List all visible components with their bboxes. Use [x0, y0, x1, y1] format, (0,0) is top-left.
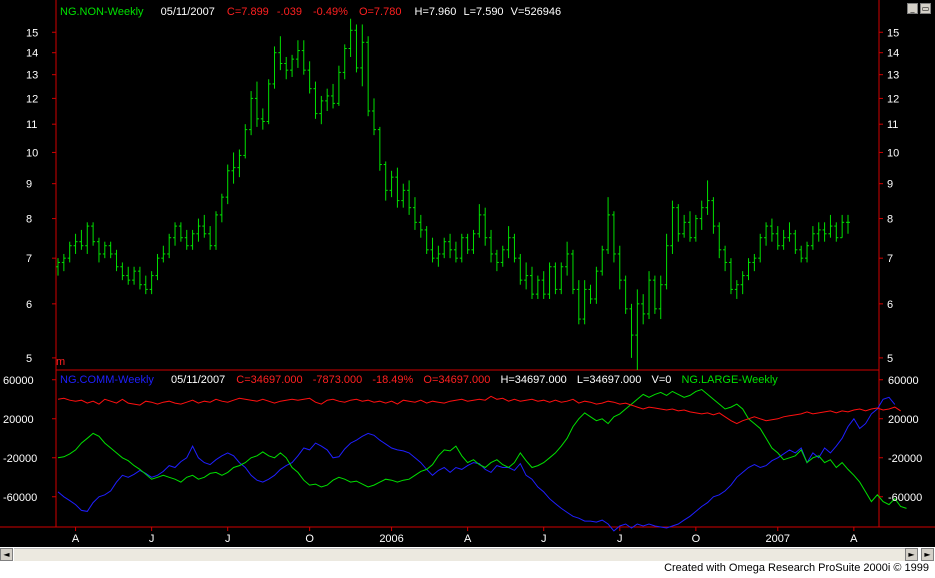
time-tick-label: A — [850, 533, 858, 545]
price-tick-label-left: 5 — [26, 353, 32, 365]
header1-change: -.039 — [277, 6, 302, 18]
series-line-ng-large-weekly — [57, 395, 901, 425]
scroll-right-button[interactable]: ► — [905, 548, 918, 561]
header1-high: H=7.960 — [415, 6, 457, 18]
indicator-lines — [57, 388, 907, 532]
header1-low: L=7.590 — [463, 6, 503, 18]
price-tick-label-left: 8 — [26, 214, 32, 226]
minimize-button[interactable]: _ — [907, 3, 918, 14]
time-tick-label: A — [72, 533, 80, 545]
header2-second-symbol: NG.LARGE-Weekly — [681, 374, 778, 386]
scroll-right-end-button[interactable]: ► — [921, 548, 934, 561]
price-tick-label-left: 13 — [26, 70, 38, 82]
scroll-left-button[interactable]: ◄ — [0, 548, 13, 561]
time-tick-label: J — [541, 533, 547, 545]
header1-close: C=7.899 — [227, 6, 269, 18]
indicator-tick-label-right: -20000 — [888, 453, 922, 465]
indicator-tick-label-left: 20000 — [3, 414, 34, 426]
time-tick-label: A — [464, 533, 472, 545]
price-tick-label-left: 15 — [26, 27, 38, 39]
price-tick-label-right: 12 — [887, 93, 899, 105]
indicator-tick-label-left: 60000 — [3, 375, 34, 387]
price-tick-label-left: 7 — [26, 253, 32, 265]
price-tick-label-left: 10 — [26, 147, 38, 159]
time-tick-label: 2007 — [766, 533, 790, 545]
price-tick-label-left: 14 — [26, 48, 38, 60]
header2-high: H=34697.000 — [500, 374, 566, 386]
header2-change-pct: -18.49% — [372, 374, 413, 386]
price-tick-label-left: 11 — [26, 119, 37, 131]
price-tick-label-right: 10 — [887, 147, 899, 159]
header2-close: C=34697.000 — [236, 374, 302, 386]
series-line-ng-comm-weekly — [57, 396, 896, 532]
header1-symbol: NG.NON-Weekly — [60, 6, 144, 18]
header1-date: 05/11/2007 — [161, 6, 215, 18]
price-tick-label-left: 6 — [26, 299, 32, 311]
time-tick-label: J — [149, 533, 155, 545]
header2-volume: V=0 — [651, 374, 671, 386]
header1-text: NG.NON-Weekly 05/11/2007 C=7.899 -.039 -… — [60, 6, 561, 18]
header2-change: -7873.000 — [313, 374, 363, 386]
header2-text: NG.COMM-Weekly 05/11/2007 C=34697.000 -7… — [60, 374, 778, 386]
price-tick-label-right: 8 — [887, 214, 893, 226]
time-tick-label: 2006 — [379, 533, 403, 545]
indicator-tick-label-right: 60000 — [888, 375, 919, 387]
price-tick-label-left: 9 — [26, 179, 32, 191]
price-tick-label-right: 14 — [887, 48, 899, 60]
header1-volume: V=526946 — [511, 6, 561, 18]
header2-open: O=34697.000 — [423, 374, 490, 386]
price-tick-label-right: 13 — [887, 70, 899, 82]
restore-button[interactable]: ▭ — [920, 3, 931, 14]
price-tick-label-right: 11 — [887, 119, 898, 131]
header2-low: L=34697.000 — [577, 374, 642, 386]
price-tick-label-left: 12 — [26, 93, 38, 105]
chart-background — [0, 0, 935, 547]
horizontal-scrollbar[interactable] — [14, 548, 905, 561]
indicator-tick-label-right: -60000 — [888, 492, 922, 504]
price-tick-label-right: 6 — [887, 299, 893, 311]
time-tick-label: J — [225, 533, 231, 545]
price-tick-label-right: 5 — [887, 353, 893, 365]
footer-credit: Created with Omega Research ProSuite 200… — [664, 562, 929, 574]
header1-open: O=7.780 — [359, 6, 402, 18]
chart-marker: m — [56, 356, 65, 368]
indicator-tick-label-left: -60000 — [3, 492, 37, 504]
header2-date: 05/11/2007 — [171, 374, 225, 386]
time-tick-label: O — [305, 533, 314, 545]
price-tick-label-right: 7 — [887, 253, 893, 265]
indicator-tick-label-right: 20000 — [888, 414, 919, 426]
price-bars — [56, 18, 850, 370]
time-tick-label: O — [692, 533, 701, 545]
header2-symbol: NG.COMM-Weekly — [60, 374, 154, 386]
price-tick-label-right: 9 — [887, 179, 893, 191]
axis-labels: 5 5 6 6 7 7 8 8 9 9 10 10 11 11 12 12 13 13 14 14 15 15 60000 6… — [3, 27, 922, 545]
price-tick-label-right: 15 — [887, 27, 899, 39]
time-tick-label: J — [617, 533, 623, 545]
series-line-ng-non-weekly — [57, 388, 907, 509]
indicator-tick-label-left: -20000 — [3, 453, 37, 465]
axes-layer — [0, 0, 935, 531]
header1-change-pct: -0.49% — [313, 6, 348, 18]
